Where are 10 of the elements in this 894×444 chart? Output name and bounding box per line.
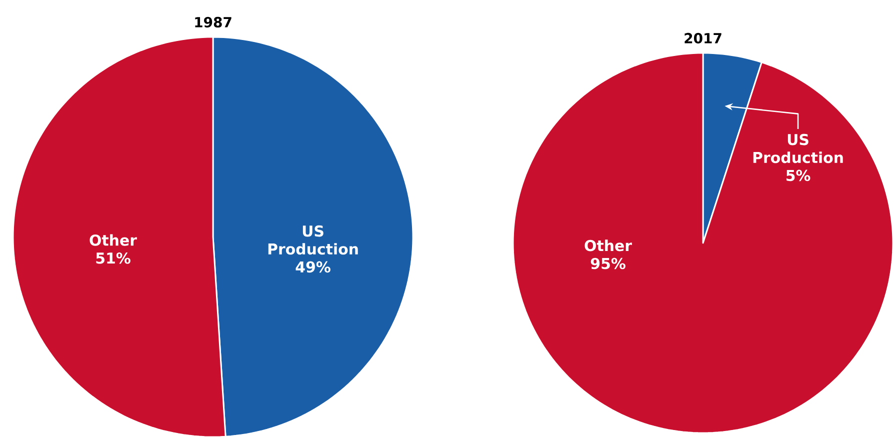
slice-label: US Production xyxy=(753,134,843,164)
data-label: 95% xyxy=(590,258,626,270)
chart-title: 2017 xyxy=(684,32,722,44)
data-label: 51% xyxy=(96,252,130,264)
chart-title: 1987 xyxy=(195,16,232,28)
data-label: 49% xyxy=(296,261,330,273)
slice-label: Other xyxy=(584,240,632,252)
slice-label: Other xyxy=(90,234,137,246)
slice-label: US Production xyxy=(268,225,358,255)
data-label: 5% xyxy=(786,170,810,182)
